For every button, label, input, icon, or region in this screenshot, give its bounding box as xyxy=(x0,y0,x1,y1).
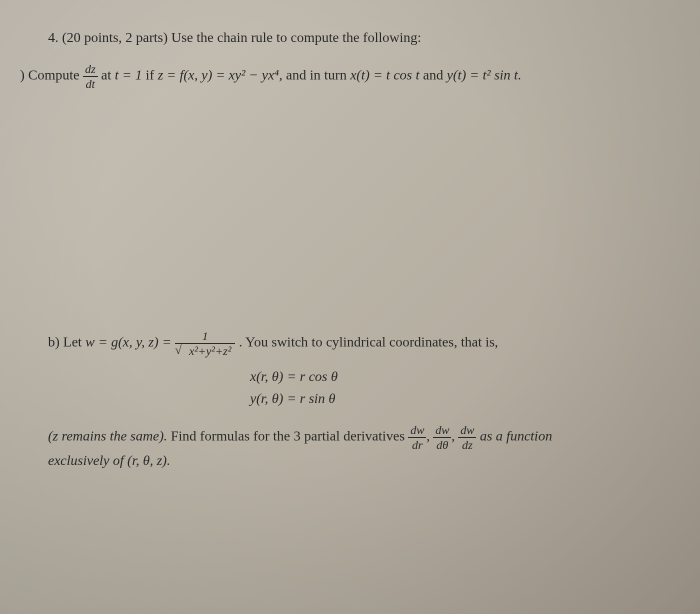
dw-dz: dw dz xyxy=(458,424,476,451)
switch-text: . You switch to cylindrical coordinates,… xyxy=(239,336,498,351)
z-remains: (z remains the same). xyxy=(48,430,167,445)
at-text: at xyxy=(101,69,111,84)
radicand: x²+y²+z² xyxy=(187,343,233,358)
p2-num: dw xyxy=(433,424,451,438)
comma2: , xyxy=(451,430,455,445)
p1-num: dw xyxy=(408,424,426,438)
p1-den: dr xyxy=(408,438,426,451)
footer: (z remains the same). Find formulas for … xyxy=(48,424,660,472)
dw-dtheta: dw dθ xyxy=(433,424,451,451)
problem-points: (20 points, 2 parts) xyxy=(62,31,168,46)
g-frac-num: 1 xyxy=(175,330,235,344)
eq-y-lhs: y(r, θ) xyxy=(250,392,283,407)
eq-x: x(r, θ) = r cos θ xyxy=(250,367,660,389)
g-fraction: 1 x²+y²+z² xyxy=(175,330,235,357)
problem-number: 4. xyxy=(48,31,59,46)
page: 4. (20 points, 2 parts) Use the chain ru… xyxy=(0,0,700,614)
eq-y-rhs: = r sin θ xyxy=(287,392,336,407)
part-b: b) Let w = g(x, y, z) = 1 x²+y²+z² . You… xyxy=(48,330,660,357)
sqrt-icon: x²+y²+z² xyxy=(177,345,233,357)
z-def: z = f(x, y) = xy² − yx⁴, xyxy=(158,69,283,84)
frac-den: dt xyxy=(83,77,98,90)
p3-num: dw xyxy=(458,424,476,438)
cylindrical-equations: x(r, θ) = r cos θ y(r, θ) = r sin θ xyxy=(250,367,660,412)
as-function: as a function xyxy=(480,430,552,445)
g-frac-den: x²+y²+z² xyxy=(175,344,235,357)
t-equals: t = 1 xyxy=(115,69,142,84)
frac-num: dz xyxy=(83,63,98,77)
p2-den: dθ xyxy=(433,438,451,451)
if-text: if xyxy=(146,69,155,84)
and-text: and xyxy=(423,69,443,84)
p3-den: dz xyxy=(458,438,476,451)
eq-x-lhs: x(r, θ) xyxy=(250,370,283,385)
part-a: ) Compute dz dt at t = 1 if z = f(x, y) … xyxy=(20,63,660,90)
problem-instruction: Use the chain rule to compute the follow… xyxy=(171,31,421,46)
w-def: w = g(x, y, z) = xyxy=(85,336,171,351)
find-text: Find formulas for the 3 partial derivati… xyxy=(171,430,405,445)
exclusively-text: exclusively of (r, θ, z). xyxy=(48,454,170,469)
x-def: x(t) = t cos t xyxy=(350,69,419,84)
dw-dr: dw dr xyxy=(408,424,426,451)
problem-header: 4. (20 points, 2 parts) Use the chain ru… xyxy=(48,28,660,49)
dz-dt-fraction: dz dt xyxy=(83,63,98,90)
eq-y: y(r, θ) = r sin θ xyxy=(250,389,660,411)
part-a-label: ) Compute xyxy=(20,69,80,84)
y-def: y(t) = t² sin t. xyxy=(447,69,522,84)
eq-x-rhs: = r cos θ xyxy=(287,370,338,385)
comma1: , xyxy=(426,430,430,445)
part-b-label: b) Let xyxy=(48,336,82,351)
and-in-turn: and in turn xyxy=(286,69,347,84)
